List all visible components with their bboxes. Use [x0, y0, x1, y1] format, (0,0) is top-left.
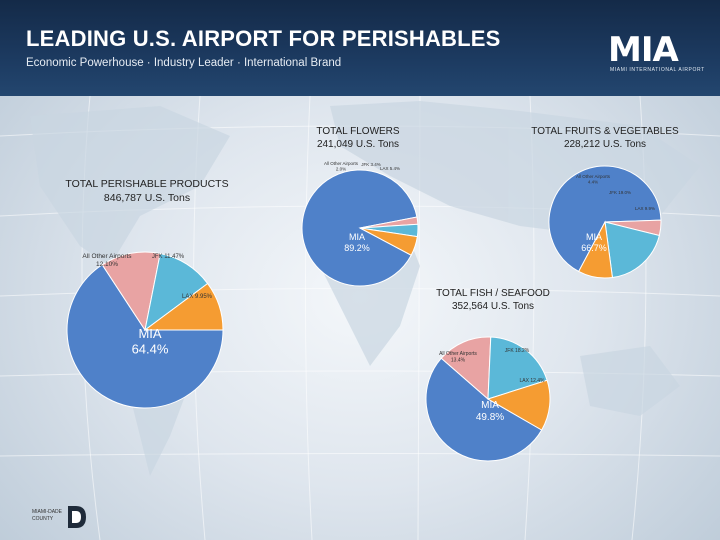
fish-mia-label: MIA: [481, 400, 499, 411]
fish-title: TOTAL FISH / SEAFOOD: [436, 288, 550, 299]
flowers-slice-mia: [301, 169, 418, 287]
fish-title-block: TOTAL FISH / SEAFOOD 352,564 U.S. Tons: [418, 287, 568, 313]
perishables-label-all-other-airports: All Other Airports: [82, 253, 132, 260]
fish-label-jfk: JFK 18.2%: [505, 348, 530, 354]
fish-slice-all-other-airports: [440, 336, 492, 401]
fish-slice-mia: [425, 357, 543, 462]
perishables-total: 846,787 U.S. Tons: [103, 191, 191, 204]
fish-mia-value: 49.8%: [476, 412, 504, 423]
fish-label-all-other-airports-value: 13.4%: [451, 357, 466, 363]
flowers-label-all-other-airports-value: 2.0%: [336, 167, 346, 172]
fish-slice-jfk: [487, 336, 548, 400]
fish-total: 352,564 U.S. Tons: [451, 301, 535, 312]
page-title: LEADING U.S. AIRPORT FOR PERISHABLES: [26, 26, 501, 51]
fruits-label-all-other-airports-value: 4.4%: [588, 180, 598, 185]
fruits-mia-value: 66.7%: [581, 243, 607, 253]
fruits-slice-jfk: [604, 221, 660, 279]
perishables-title-block: TOTAL PERISHABLE PRODUCTS 846,787 U.S. T…: [52, 178, 242, 205]
perishables-slice-all-other-airports: [101, 251, 161, 332]
flowers-mia-value: 89.2%: [344, 243, 370, 253]
flowers-slice-lax: [359, 227, 418, 256]
perishables-mia-value: 64.4%: [132, 342, 169, 357]
fish-label-lax: LAX 12.4%: [519, 378, 545, 384]
header-bar: [0, 0, 720, 96]
perishables-label-all-other-airports-value: 12.10%: [96, 261, 118, 268]
flowers-mia-label: MIA: [349, 232, 365, 242]
fruits-mia-label: MIA: [586, 232, 602, 242]
flowers-label-lax: LAX 5.4%: [380, 166, 400, 171]
county-logo-line2: COUNTY: [32, 516, 54, 522]
logo-text: MIA: [608, 30, 679, 70]
fruits-slice-mia: [548, 165, 662, 273]
fruits-title-block: TOTAL FRUITS & VEGETABLES 228,212 U.S. T…: [515, 125, 695, 151]
fruits-label-lax: LAX 9.9%: [635, 206, 655, 211]
logo-subtext: MIAMI INTERNATIONAL AIRPORT: [610, 67, 705, 73]
fruits-label-all-other-airports: All Other Airports: [576, 174, 611, 179]
perishables-label-lax: LAX 9.95%: [182, 294, 213, 300]
fish-label-all-other-airports: All Other Airports: [439, 351, 477, 357]
miami-dade-county-logo: MIAMI-DADE COUNTY: [32, 506, 86, 528]
perishables-slice-lax: [143, 282, 224, 331]
flowers-title: TOTAL FLOWERS: [316, 126, 400, 137]
county-logo-line1: MIAMI-DADE: [32, 509, 63, 515]
perishables-title: TOTAL PERISHABLE PRODUCTS: [65, 178, 229, 190]
fruits-slice-lax: [578, 220, 614, 279]
mia-logo: MIA MIAMI INTERNATIONAL AIRPORT: [608, 30, 708, 78]
fruits-total: 228,212 U.S. Tons: [563, 139, 647, 150]
flowers-label-all-other-airports: All Other Airports: [324, 161, 359, 166]
perishables-label-jfk: JFK 11.47%: [152, 254, 185, 260]
fruits-label-jfk: JFK 19.0%: [609, 190, 631, 195]
page-subtitle: Economic Powerhouse · Industry Leader · …: [26, 57, 342, 69]
flowers-total: 241,049 U.S. Tons: [316, 139, 400, 150]
perishables-mia-label: MIA: [138, 326, 161, 341]
flowers-label-jfk: JFK 3.4%: [361, 162, 381, 167]
flowers-title-block: TOTAL FLOWERS 241,049 U.S. Tons: [296, 125, 420, 151]
perishables-slice-mia: [66, 264, 224, 409]
fruits-title: TOTAL FRUITS & VEGETABLES: [531, 126, 679, 137]
fish-slice-lax: [486, 379, 551, 431]
